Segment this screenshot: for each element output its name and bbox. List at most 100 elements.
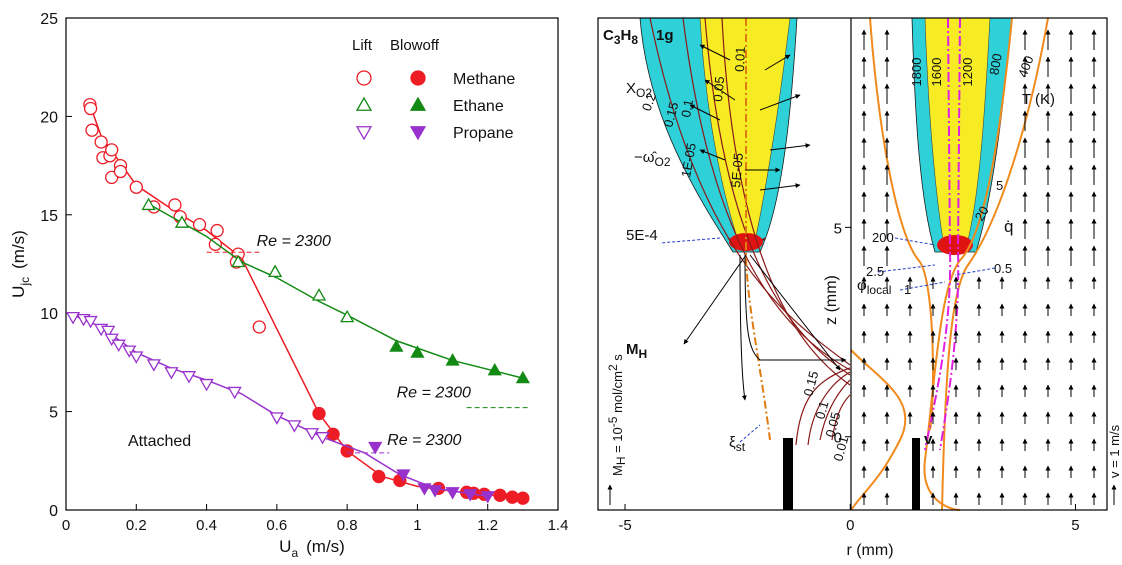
legend-label: Propane: [453, 125, 514, 142]
marker: [487, 362, 502, 376]
threshold-label: Re = 2300: [397, 385, 471, 402]
legend-header: Blowoff: [390, 37, 440, 54]
marker: [355, 96, 373, 111]
label-unit: (m/s): [306, 537, 345, 556]
x-axis-label: r (mm): [846, 542, 893, 559]
fuel-label: C3H8: [603, 27, 638, 47]
contour-label: 5E-05: [728, 152, 746, 188]
leader: [739, 424, 761, 443]
marker: [340, 309, 355, 323]
x-tick-label: -5: [618, 517, 631, 534]
label-sup: 2: [606, 364, 620, 371]
label-part: = 10: [610, 427, 625, 456]
y-tick-label: 25: [40, 11, 58, 28]
x-axis-label: Ua (m/s): [279, 537, 345, 560]
marker: [83, 101, 98, 116]
marker: [129, 180, 143, 194]
marker: [199, 378, 214, 392]
y-tick-label: 5: [834, 220, 842, 237]
x-tick-label: 0.8: [337, 517, 358, 534]
flux-label: MH: [626, 341, 647, 361]
threshold-label: Re = 2300: [387, 432, 461, 449]
marker: [227, 386, 242, 400]
burner-wall: [912, 438, 920, 510]
x-tick-label: 0.6: [266, 517, 287, 534]
flux-arrow: [683, 254, 747, 345]
marker: [146, 359, 161, 372]
leader: [877, 264, 996, 291]
xi-label: ξst: [729, 434, 746, 454]
marker: [356, 70, 372, 86]
flux-arrow: [689, 104, 721, 121]
marker: [515, 370, 530, 384]
label-sub: local: [867, 283, 892, 297]
label-sub: 8: [631, 33, 638, 47]
reaction-zone: [937, 235, 973, 255]
label-part: φ: [857, 277, 867, 294]
marker: [174, 215, 190, 228]
contour-label: 1800: [909, 58, 924, 87]
label-sub: O2: [654, 155, 670, 169]
fit-line: [72, 314, 488, 497]
y-tick-label: 0: [49, 503, 58, 520]
legend-header: Lift: [352, 37, 373, 54]
marker: [129, 351, 144, 364]
marker: [104, 333, 119, 347]
marker: [410, 70, 426, 86]
marker: [389, 339, 404, 352]
velocity-label: v: [924, 431, 933, 448]
marker: [516, 491, 530, 505]
marker: [372, 469, 386, 484]
x-tick-label: 0.2: [126, 517, 147, 534]
marker: [368, 441, 383, 455]
contour-label: 1E-05: [678, 142, 699, 179]
label-sub: a: [291, 546, 298, 560]
contour-label: 0.05: [710, 76, 727, 103]
plot-frame: [65, 17, 559, 511]
stoich-line: [745, 18, 771, 441]
gravity-label: 1g: [656, 27, 674, 44]
heat-level: 5: [996, 178, 1003, 193]
label-part: ξ: [729, 434, 736, 451]
velocity-scale: v = 1 m/s: [1107, 424, 1122, 478]
label-part: X: [626, 80, 636, 97]
legend-label: Methane: [453, 71, 515, 88]
marker: [231, 254, 246, 268]
heat-level: 200: [872, 230, 894, 245]
contour-label: 0.2: [639, 91, 659, 113]
temperature-contours: [850, 17, 1049, 511]
marker: [94, 135, 108, 149]
contour-label: 0.1: [678, 98, 696, 118]
marker: [312, 406, 326, 421]
marker: [267, 264, 283, 278]
phi-level: 2.5: [866, 264, 884, 279]
label-part: U: [279, 537, 291, 556]
marker: [396, 469, 411, 482]
marker: [210, 223, 224, 238]
x-tick-label: 0: [846, 517, 854, 534]
contour-label: 1600: [929, 58, 944, 87]
flux-arrow: [759, 94, 801, 111]
marker: [105, 143, 119, 157]
label-part: H: [621, 27, 632, 44]
marker: [409, 96, 427, 111]
marker: [101, 325, 116, 339]
label-part: s: [610, 354, 625, 365]
y-axis-label: Ujc (m/s): [9, 230, 32, 298]
contour-label: 1200: [960, 58, 975, 87]
plot-frame: [597, 17, 1108, 511]
velocity-field: [689, 29, 1097, 505]
flux-arrow: [704, 79, 736, 101]
label-part: −ω̂: [634, 149, 657, 166]
label-sup: -5: [606, 416, 620, 427]
label-sub: jc: [18, 277, 32, 287]
x-tick-label: 1.4: [548, 517, 569, 534]
marker: [480, 491, 495, 504]
marker: [181, 371, 197, 384]
flux-arrow: [744, 254, 847, 363]
label-unit: (m/s): [9, 230, 28, 269]
legend-label: Ethane: [453, 98, 504, 115]
marker: [141, 197, 156, 211]
phi-label: φlocal: [857, 277, 891, 297]
